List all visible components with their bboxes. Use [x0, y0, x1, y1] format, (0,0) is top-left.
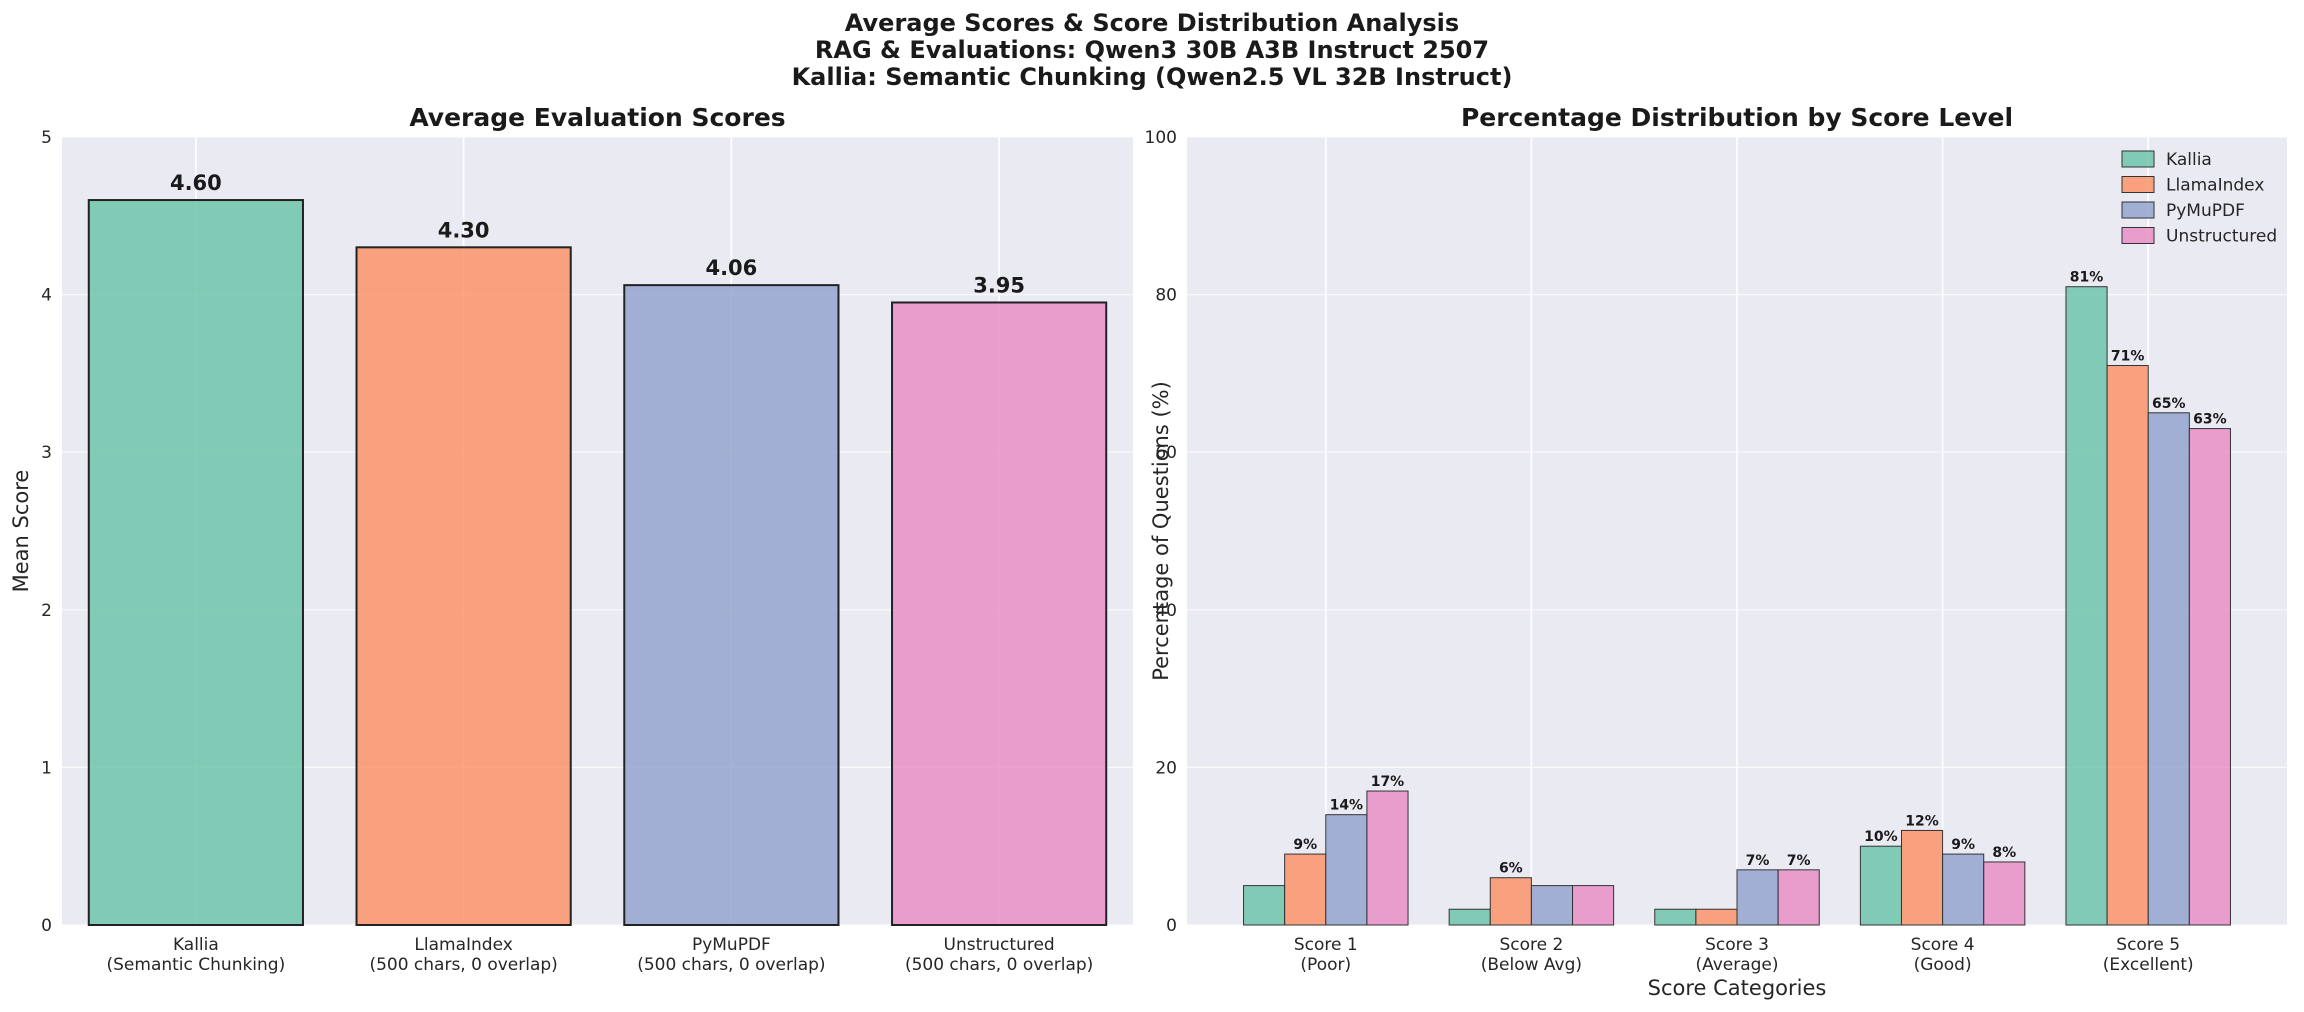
- right-bar: [1736, 869, 1779, 926]
- figure-title-line-1: Average Scores & Score Distribution Anal…: [845, 9, 1459, 37]
- left-bar: [623, 284, 840, 927]
- average-scores-chart: 4.60 4.30 4.06 3.95 0 1 2 3 4 5 Kallia (Semantic C…: [9, 103, 1133, 975]
- left-y-axis-label: Mean Score: [9, 470, 33, 593]
- legend-entry-label: Unstructured: [2166, 227, 2277, 247]
- right-y-tick-label: 100: [1145, 128, 1177, 148]
- right-y-tick-label: 80: [1155, 286, 1177, 306]
- right-bar-value-label: 7%: [1746, 853, 1770, 869]
- left-bar-value-label: 4.06: [705, 256, 757, 280]
- right-bar: [1983, 861, 2026, 926]
- right-bar: [1448, 908, 1491, 926]
- right-bar-value-label: 81%: [2070, 270, 2104, 286]
- left-y-tick-label: 3: [41, 443, 52, 463]
- right-bar-value-label: 8%: [1992, 845, 2016, 861]
- right-bar: [1859, 845, 1902, 926]
- left-chart-title: Average Evaluation Scores: [409, 103, 785, 132]
- right-x-tick-label: Score 5 (Excellent): [2103, 935, 2194, 975]
- left-bar: [891, 301, 1108, 927]
- right-bar-value-label: 71%: [2111, 349, 2145, 365]
- left-y-tick-label: 5: [41, 128, 52, 148]
- right-y-tick-label: 20: [1155, 758, 1177, 778]
- left-bar-value-label: 4.60: [170, 171, 222, 195]
- right-tick-labels: 0 20 40 60 80 100 Score 1 (Poor) Score 2 (Below A…: [1145, 128, 2194, 975]
- right-x-tick-label: Score 4 (Good): [1911, 935, 1975, 975]
- right-bar: [2147, 412, 2190, 926]
- left-bar: [355, 246, 572, 926]
- right-bar: [1530, 885, 1574, 926]
- right-bar-value-label: 9%: [1293, 837, 1317, 853]
- right-bar-value-label: 65%: [2152, 396, 2186, 412]
- left-x-tick-label: Kallia (Semantic Chunking): [107, 935, 286, 975]
- figure-title: Average Scores & Score Distribution Anal…: [792, 9, 1513, 91]
- left-y-tick-label: 2: [41, 601, 52, 621]
- left-bar-value-label: 3.95: [973, 273, 1025, 297]
- left-x-tick-label: LlamaIndex (500 chars, 0 overlap): [369, 935, 557, 975]
- legend-swatch: [2121, 201, 2155, 219]
- right-bars: 9% 14% 17% 6% 7% 7% 10% 12% 9% 8% 81% 71% 65% 63%: [1243, 270, 2231, 926]
- right-chart-title: Percentage Distribution by Score Level: [1461, 103, 2013, 132]
- right-bar: [1325, 814, 1368, 926]
- left-y-tick-label: 1: [41, 758, 52, 778]
- legend-swatch: [2121, 176, 2155, 193]
- right-bar-value-label: 9%: [1951, 837, 1975, 853]
- right-y-tick-label: 60: [1155, 443, 1177, 463]
- right-y-axis-label: Percentage of Questions (%): [1149, 381, 1173, 681]
- right-bar: [1900, 829, 1944, 926]
- right-x-tick-label: Score 2 (Below Avg): [1481, 935, 1582, 975]
- right-bar-value-label: 7%: [1787, 853, 1811, 869]
- score-distribution-chart: 9% 14% 17% 6% 7% 7% 10% 12% 9% 8% 81% 71% 65% 63% 0 20…: [1145, 103, 2287, 1000]
- right-bar: [1243, 885, 1286, 926]
- right-bar: [1777, 869, 1820, 926]
- right-bar: [1942, 853, 1985, 926]
- right-x-tick-label: Score 1 (Poor): [1294, 935, 1358, 975]
- right-y-tick-label: 40: [1155, 601, 1177, 621]
- right-bar: [1284, 853, 1327, 926]
- figure-title-line-2: RAG & Evaluations: Qwen3 30B A3B Instruc…: [815, 36, 1489, 64]
- right-bar: [1489, 877, 1532, 926]
- left-bar-value-label: 4.30: [438, 218, 490, 242]
- right-bar-value-label: 63%: [2193, 412, 2227, 428]
- right-bar-value-label: 12%: [1905, 813, 1939, 829]
- left-x-tick-label: Unstructured (500 chars, 0 overlap): [905, 935, 1093, 975]
- left-tick-labels: 0 1 2 3 4 5 Kallia (Semantic Chunking) LlamaInde…: [41, 128, 1093, 975]
- right-bar: [1695, 908, 1738, 926]
- legend-entry-label: Kallia: [2166, 150, 2212, 170]
- left-x-tick-label: PyMuPDF (500 chars, 0 overlap): [637, 935, 825, 975]
- right-bar-value-label: 6%: [1499, 861, 1523, 877]
- legend-swatch: [2121, 150, 2155, 168]
- legend: Kallia LlamaIndex PyMuPDF Unstructured: [2121, 150, 2277, 247]
- right-bar: [2065, 286, 2108, 926]
- legend-entry-label: LlamaIndex: [2166, 176, 2264, 196]
- right-bar-value-label: 10%: [1864, 829, 1898, 845]
- legend-swatch: [2121, 227, 2155, 244]
- right-x-tick-label: Score 3 (Average): [1695, 935, 1778, 975]
- left-bar: [87, 199, 304, 927]
- legend-entry-label: PyMuPDF: [2166, 201, 2245, 221]
- right-x-axis-label: Score Categories: [1648, 976, 1827, 1000]
- right-bar-value-label: 17%: [1371, 774, 1405, 790]
- right-bar: [1366, 790, 1409, 926]
- right-bar: [1572, 885, 1615, 926]
- right-y-tick-label: 0: [1166, 916, 1177, 936]
- right-bar: [2188, 428, 2231, 926]
- right-bar: [2106, 365, 2149, 926]
- figure-title-line-3: Kallia: Semantic Chunking (Qwen2.5 VL 32…: [792, 63, 1513, 91]
- right-bar-value-label: 14%: [1330, 798, 1364, 814]
- right-bar: [1654, 908, 1697, 926]
- left-bars: 4.60 4.30 4.06 3.95: [87, 171, 1108, 927]
- left-y-tick-label: 4: [41, 286, 52, 306]
- left-y-tick-label: 0: [41, 916, 52, 936]
